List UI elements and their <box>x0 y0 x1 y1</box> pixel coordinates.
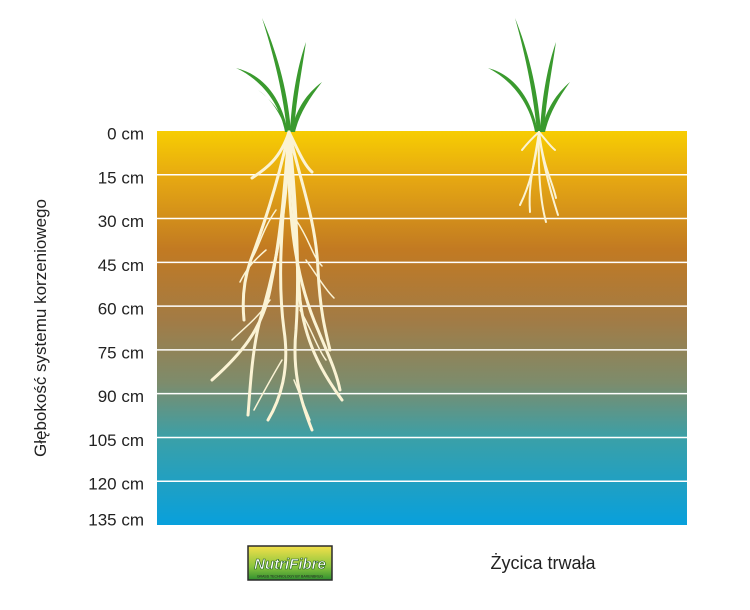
logo-subtext: GRASS TECHNOLOGY BY BARENBRUG <box>257 575 324 579</box>
depth-tick-label: 45 cm <box>98 256 144 275</box>
depth-tick-label: 120 cm <box>88 475 144 494</box>
depth-tick-label: 30 cm <box>98 212 144 231</box>
nutrifibre-logo: NutriFibre GRASS TECHNOLOGY BY BARENBRUG <box>247 545 333 581</box>
depth-tick-label: 60 cm <box>98 300 144 319</box>
soil-profile <box>157 131 687 525</box>
depth-tick-label: 15 cm <box>98 168 144 187</box>
plant-label: Życica trwała <box>490 553 596 573</box>
plant-nutrifibre <box>210 18 344 432</box>
logo-text: NutriFibre <box>254 556 326 573</box>
depth-tick-label: 135 cm <box>88 510 144 529</box>
depth-tick-label: 105 cm <box>88 431 144 450</box>
depth-ticks: 0 cm 15 cm 30 cm 45 cm 60 cm 75 cm 90 cm 105 cm… <box>88 124 144 529</box>
depth-tick-label: 90 cm <box>98 387 144 406</box>
depth-tick-label: 75 cm <box>98 343 144 362</box>
depth-tick-label: 0 cm <box>107 124 144 143</box>
plant-zycica <box>488 18 570 223</box>
axis-title: Głębokość systemu korzeniowego <box>31 199 50 457</box>
depth-lines <box>157 174 687 482</box>
